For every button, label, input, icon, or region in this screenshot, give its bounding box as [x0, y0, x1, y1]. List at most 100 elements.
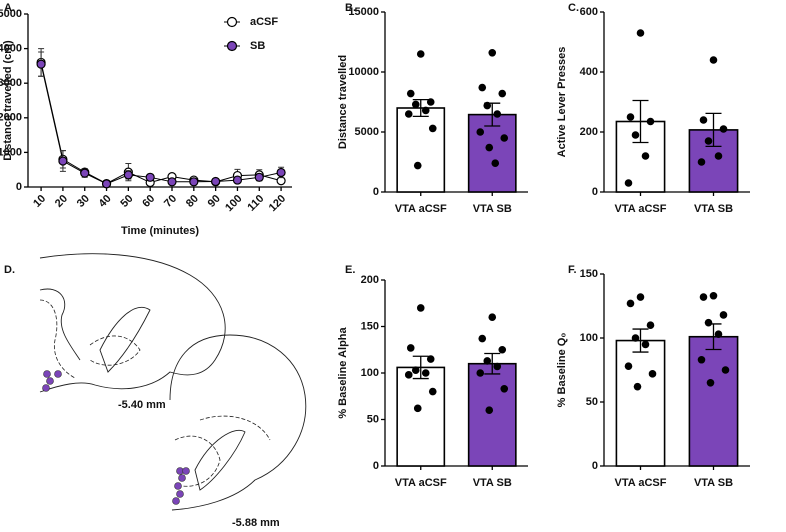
- data-point: [491, 159, 500, 167]
- data-point: [404, 371, 413, 379]
- error-bar: [632, 99, 649, 144]
- y-tick-label: 2000: [0, 112, 22, 124]
- brain-diagram: D. -5.40 mm -5.88 mm: [4, 253, 307, 529]
- x-tick-label: 70: [162, 193, 179, 210]
- bar: [396, 107, 446, 193]
- y-axis-label: % Baseline Alpha: [337, 326, 349, 418]
- section-label: -5.40 mm: [118, 399, 166, 411]
- data-point: [413, 161, 422, 170]
- data-point: [411, 366, 420, 375]
- x-tick-label: 40: [97, 193, 114, 210]
- data-point: [646, 117, 655, 126]
- y-tick-label: 0: [373, 460, 379, 472]
- data-point: [426, 355, 435, 363]
- legend-marker: [226, 40, 238, 52]
- point: [58, 156, 68, 166]
- point: [276, 167, 286, 178]
- data-point: [709, 56, 718, 64]
- legend-label: SB: [250, 40, 265, 52]
- data-point: [498, 89, 507, 98]
- outline: [169, 334, 307, 511]
- y-tick-label: 3000: [0, 77, 22, 89]
- y-tick-label: 5000: [0, 8, 22, 20]
- point: [254, 172, 264, 182]
- region: [99, 307, 151, 373]
- data-point: [476, 128, 485, 136]
- data-point: [483, 101, 492, 110]
- x-tick-label: VTA SB: [473, 203, 512, 215]
- data-point: [406, 344, 415, 352]
- y-tick-label: 0: [373, 186, 379, 198]
- data-point: [478, 334, 487, 343]
- y-tick-label: 0: [592, 186, 598, 198]
- bar: [688, 335, 739, 467]
- x-tick-label: VTA aCSF: [395, 203, 447, 215]
- data-point: [704, 137, 713, 145]
- data-point: [648, 370, 657, 378]
- series-line: [40, 64, 282, 185]
- x-tick-label: VTA aCSF: [615, 477, 667, 489]
- data-point: [624, 362, 633, 370]
- data-point: [631, 131, 640, 139]
- data-point: [500, 385, 509, 393]
- data-point: [714, 152, 723, 160]
- x-tick-label: 50: [118, 193, 135, 210]
- data-point: [719, 125, 728, 133]
- x-tick-label: 20: [53, 193, 70, 210]
- data-point: [706, 379, 715, 387]
- data-point: [719, 311, 728, 319]
- data-point: [428, 387, 437, 396]
- section-label: -5.88 mm: [232, 517, 280, 529]
- data-point: [633, 382, 642, 391]
- data-point: [704, 318, 713, 327]
- data-point: [493, 110, 502, 118]
- y-tick-label: 10000: [348, 66, 379, 78]
- data-point: [416, 304, 425, 312]
- y-axis-label: Active Lever Presses: [556, 47, 568, 158]
- data-point: [498, 345, 507, 354]
- region: [194, 430, 246, 491]
- data-point: [626, 113, 635, 121]
- point: [145, 172, 155, 182]
- panel-label: B.: [345, 2, 356, 14]
- placement: [176, 490, 184, 498]
- data-point: [476, 369, 485, 377]
- y-tick-label: 400: [580, 66, 598, 78]
- point: [211, 176, 221, 187]
- y-tick-label: 600: [580, 6, 598, 18]
- point: [167, 177, 177, 187]
- data-point: [478, 83, 487, 92]
- data-point: [636, 29, 645, 37]
- x-tick-label: 10: [31, 193, 48, 210]
- point: [80, 168, 90, 178]
- data-point: [485, 143, 494, 152]
- placement-dots: [42, 370, 190, 505]
- data-point: [636, 293, 645, 301]
- x-tick-label: VTA aCSF: [395, 477, 447, 489]
- panel-label: F.: [568, 264, 577, 276]
- placement: [43, 370, 51, 378]
- y-tick-label: 50: [586, 396, 598, 408]
- y-tick-label: 0: [592, 460, 598, 472]
- series-line: [40, 62, 282, 185]
- data-point: [624, 179, 633, 187]
- outline: [39, 253, 226, 393]
- data-point: [416, 50, 425, 58]
- x-axis-label: Time (minutes): [121, 225, 199, 237]
- x-tick-label: VTA SB: [694, 477, 733, 489]
- bar: [615, 339, 666, 467]
- data-point: [483, 357, 492, 365]
- data-point: [488, 313, 497, 322]
- data-point: [406, 89, 415, 98]
- y-tick-label: 150: [361, 320, 379, 332]
- data-point: [697, 355, 706, 364]
- data-point: [699, 116, 708, 124]
- bar: [467, 113, 517, 193]
- data-point: [641, 152, 650, 160]
- data-point: [488, 49, 497, 57]
- region: [174, 415, 271, 487]
- panel-label: A.: [4, 2, 15, 14]
- x-tick-label: 100: [223, 193, 244, 214]
- point: [101, 179, 112, 189]
- point: [123, 170, 133, 180]
